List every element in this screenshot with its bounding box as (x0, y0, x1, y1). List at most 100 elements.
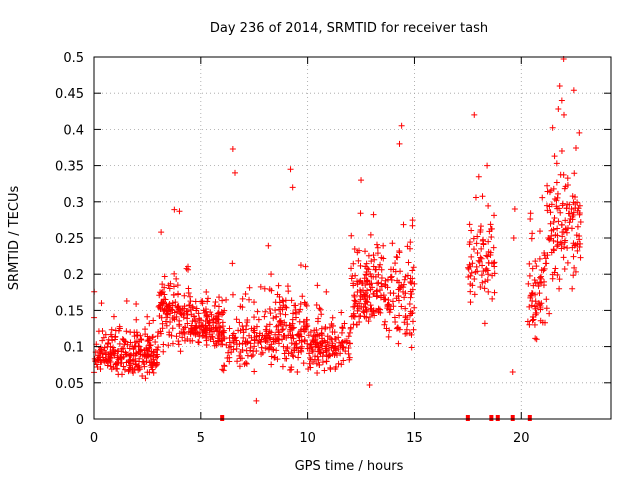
data-point (196, 316, 203, 323)
data-point (549, 124, 556, 131)
data-point (547, 209, 554, 216)
data-point (276, 318, 283, 325)
data-point (533, 263, 540, 270)
data-point (108, 366, 115, 373)
data-point (397, 284, 404, 291)
data-point (509, 368, 516, 375)
data-point (204, 318, 211, 324)
data-point (120, 337, 127, 343)
data-point (380, 296, 387, 303)
data-point (404, 272, 411, 279)
data-point (372, 266, 379, 273)
zero-point-marker (527, 415, 532, 421)
data-point (395, 293, 402, 300)
data-point (409, 267, 416, 274)
data-point (318, 311, 325, 318)
data-point (276, 293, 283, 300)
data-point (104, 340, 111, 347)
data-point (384, 284, 391, 291)
data-point (93, 361, 100, 368)
data-point (469, 260, 476, 267)
data-point (529, 265, 536, 272)
data-point (104, 362, 111, 369)
data-point (283, 355, 290, 362)
data-point (292, 309, 299, 316)
data-point (159, 299, 166, 306)
data-point (160, 298, 167, 305)
data-point (290, 353, 297, 360)
data-point (108, 351, 115, 358)
data-point (165, 342, 172, 349)
data-point (469, 282, 476, 289)
data-point (320, 349, 327, 356)
data-point (185, 290, 192, 297)
data-point (532, 335, 539, 342)
data-point (524, 318, 531, 325)
data-point (335, 334, 342, 341)
data-point (207, 309, 214, 316)
data-point (181, 310, 188, 317)
data-point (351, 292, 358, 299)
zero-point-marker (220, 415, 225, 421)
data-point (144, 352, 151, 359)
data-point (536, 255, 543, 262)
data-point (140, 359, 147, 366)
data-point (323, 348, 330, 355)
data-point (491, 212, 498, 219)
data-point (355, 257, 362, 264)
data-point (301, 299, 308, 306)
data-point (166, 304, 173, 311)
data-point (131, 366, 138, 373)
data-point (107, 331, 114, 338)
data-point (141, 347, 148, 354)
data-point (536, 280, 543, 287)
data-point (251, 299, 258, 306)
data-point (375, 279, 382, 286)
data-point (468, 269, 475, 276)
y-tick-label: 0.3 (63, 196, 84, 211)
data-point (262, 308, 269, 315)
data-point (571, 194, 578, 201)
data-point (554, 243, 561, 250)
data-point (367, 231, 374, 238)
data-point (185, 266, 192, 273)
data-point (370, 252, 377, 259)
data-point (474, 233, 481, 240)
data-point (221, 307, 228, 314)
data-point (118, 345, 125, 352)
data-point (131, 339, 138, 346)
data-point (367, 305, 374, 312)
data-point (198, 323, 205, 330)
data-point (550, 185, 557, 192)
data-point (511, 206, 518, 213)
data-point (97, 344, 104, 351)
data-point (322, 324, 329, 331)
data-point (479, 237, 486, 244)
data-point (251, 329, 258, 336)
data-point (370, 263, 377, 270)
data-point (285, 288, 292, 295)
data-point (569, 285, 576, 292)
data-point (571, 170, 578, 177)
data-point (541, 249, 548, 256)
data-point (544, 182, 551, 189)
data-point (253, 333, 260, 340)
data-point (346, 329, 353, 336)
data-point (465, 266, 472, 273)
y-tick-label: 0.4 (63, 123, 84, 138)
data-point (397, 268, 404, 275)
data-point (466, 221, 473, 228)
data-point (357, 210, 364, 217)
data-point (246, 284, 253, 291)
data-point (550, 246, 557, 253)
data-point (555, 218, 562, 225)
data-point (280, 333, 287, 340)
data-point (159, 320, 166, 327)
data-point (270, 315, 277, 322)
data-point (370, 211, 377, 218)
data-point (187, 298, 194, 305)
zero-point-marker (510, 415, 515, 421)
data-point (528, 235, 535, 242)
data-point (531, 277, 538, 284)
data-point (479, 262, 486, 269)
